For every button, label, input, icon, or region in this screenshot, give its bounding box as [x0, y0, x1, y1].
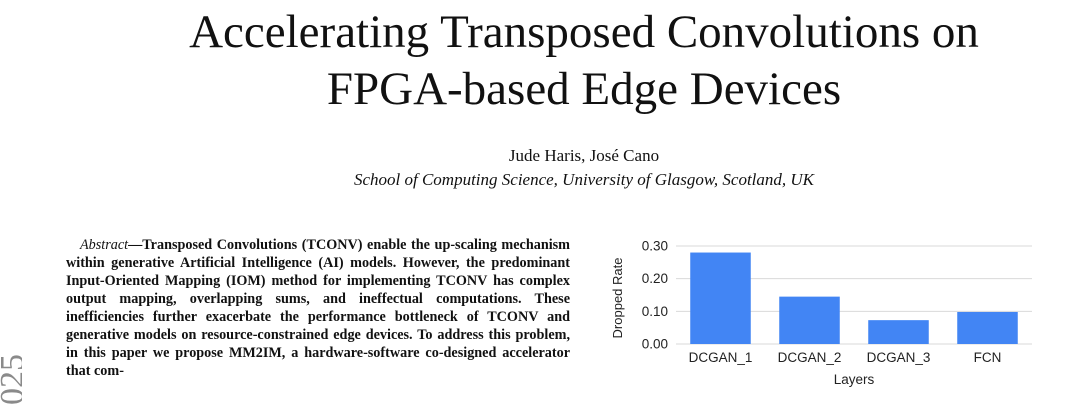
author-list: Jude Haris, José Cano — [508, 146, 660, 165]
title-line-2: FPGA-based Edge Devices — [326, 63, 842, 115]
y-tick-label: 0.30 — [642, 239, 668, 254]
x-tick-label: DCGAN_1 — [689, 350, 753, 365]
y-tick-label: 0.20 — [642, 271, 668, 286]
x-tick-label: DCGAN_3 — [867, 350, 931, 365]
arxiv-sidebar-stamp: 025 — [0, 316, 22, 405]
abstract-body: —Transposed Convolutions (TCONV) enable … — [66, 237, 570, 379]
sidebar-text: 025 — [0, 354, 22, 405]
x-tick-label: FCN — [974, 350, 1002, 365]
chart-bars — [690, 252, 1018, 344]
abstract: Abstract—Transposed Convolutions (TCONV)… — [66, 236, 570, 405]
affiliation: School of Computing Science, University … — [353, 170, 815, 189]
abstract-heading: Abstract — [80, 237, 129, 253]
bar-dcgan-2 — [779, 296, 840, 344]
y-tick-label: 0.10 — [642, 304, 668, 319]
dropped-rate-bar-chart: 0.00 0.10 0.20 0.30 DCGAN_1 DCGAN_2 DCGAN_3 FC… — [610, 239, 1032, 387]
x-tick-label: DCGAN_2 — [778, 350, 842, 365]
y-tick-labels: 0.00 0.10 0.20 0.30 — [642, 239, 668, 352]
paper-title: Accelerating Transposed Convolutions on … — [0, 4, 1083, 118]
x-tick-labels: DCGAN_1 DCGAN_2 DCGAN_3 FCN — [689, 350, 1002, 365]
bar-dcgan-1 — [690, 252, 751, 344]
bar-fcn — [957, 311, 1018, 344]
y-axis-label: Dropped Rate — [610, 258, 625, 339]
bar-dcgan-3 — [868, 320, 929, 344]
y-tick-label: 0.00 — [642, 337, 668, 352]
x-axis-label: Layers — [834, 372, 875, 387]
title-line-1: Accelerating Transposed Convolutions on — [189, 6, 979, 58]
